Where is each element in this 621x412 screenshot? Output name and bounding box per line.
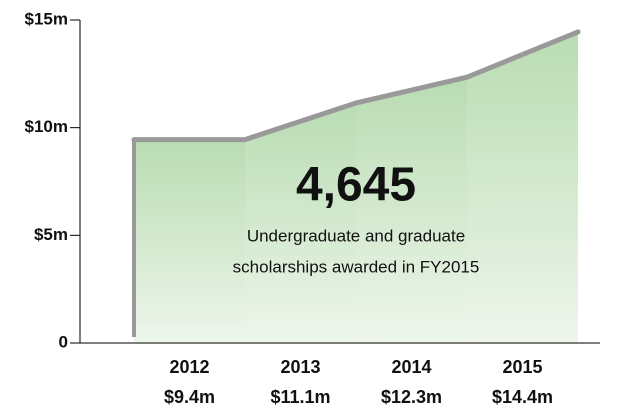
value-label: $12.3m	[381, 387, 442, 407]
line-segment	[464, 29, 581, 80]
x-tick-label: 2013	[280, 357, 320, 377]
annotation-number: 4,645	[296, 159, 416, 212]
line-segment	[242, 100, 359, 143]
y-tick-label: 0	[59, 332, 68, 351]
y-tick-label: $5m	[34, 225, 68, 244]
value-label: $11.1m	[270, 387, 330, 407]
value-label: $14.4m	[492, 387, 553, 407]
value-label: $9.4m	[164, 387, 215, 407]
area-segment	[245, 103, 356, 343]
y-tick-label: $15m	[25, 9, 68, 28]
line-segment	[353, 74, 470, 106]
x-tick-label: 2015	[502, 357, 542, 377]
y-tick-label: $10m	[25, 117, 68, 136]
x-tick-label: 2014	[391, 357, 431, 377]
annotation-text: scholarships awarded in FY2015	[233, 257, 480, 276]
x-tick-label: 2012	[169, 357, 209, 377]
annotation-text: Undergraduate and graduate	[247, 226, 465, 245]
area-segment	[467, 32, 578, 344]
area-segment	[356, 78, 467, 343]
area-segment	[134, 140, 245, 343]
